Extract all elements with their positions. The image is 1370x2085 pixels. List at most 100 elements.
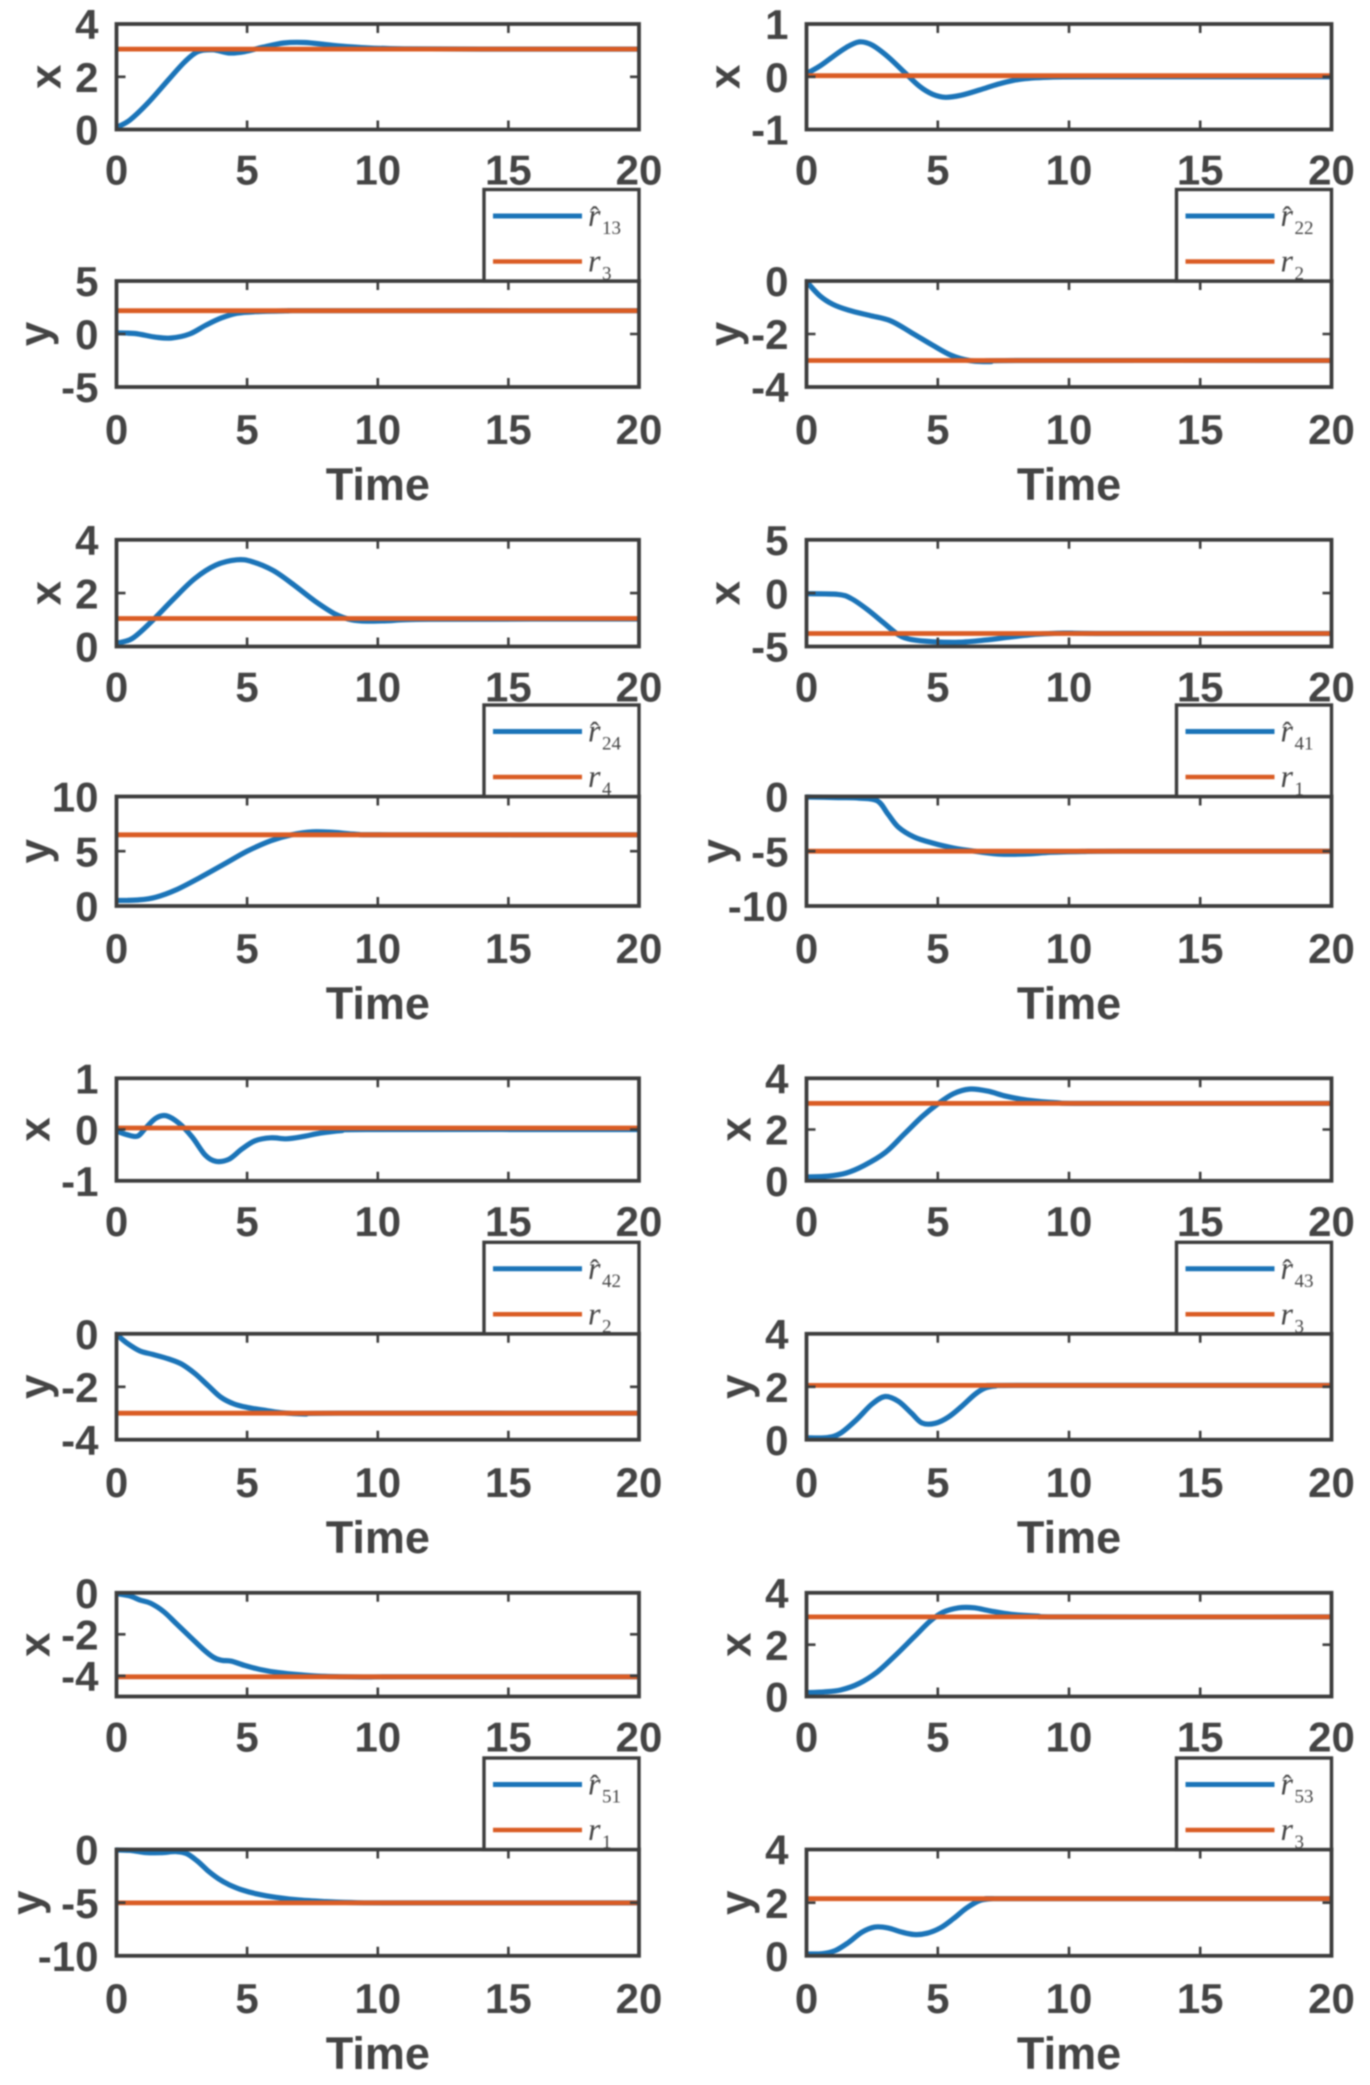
svg-text:10: 10 xyxy=(1046,147,1093,194)
svg-text:0: 0 xyxy=(75,883,98,930)
svg-text:y: y xyxy=(700,321,749,346)
svg-text:0: 0 xyxy=(105,664,128,711)
svg-text:10: 10 xyxy=(354,1459,401,1506)
svg-text:ˆ: ˆ xyxy=(1283,1771,1293,1802)
svg-text:y: y xyxy=(711,1890,760,1915)
svg-text:3: 3 xyxy=(1295,1316,1305,1337)
svg-text:r: r xyxy=(1281,713,1294,749)
svg-text:-5: -5 xyxy=(61,364,98,411)
svg-text:y: y xyxy=(10,321,59,346)
svg-text:10: 10 xyxy=(1046,1198,1093,1245)
svg-text:x: x xyxy=(700,64,749,89)
svg-text:43: 43 xyxy=(1295,1271,1314,1292)
svg-text:20: 20 xyxy=(616,664,663,711)
svg-text:-4: -4 xyxy=(751,364,789,411)
svg-text:10: 10 xyxy=(1046,1975,1093,2022)
svg-text:0: 0 xyxy=(75,1827,98,1874)
svg-text:20: 20 xyxy=(1308,1459,1355,1506)
svg-text:0: 0 xyxy=(765,1674,788,1721)
svg-text:0: 0 xyxy=(105,406,128,453)
svg-text:1: 1 xyxy=(75,1055,98,1102)
svg-text:5: 5 xyxy=(235,1714,258,1761)
svg-text:Time: Time xyxy=(1017,1512,1121,1563)
svg-text:Time: Time xyxy=(326,978,430,1029)
svg-text:0: 0 xyxy=(105,1459,128,1506)
svg-text:x: x xyxy=(10,1632,59,1657)
svg-text:15: 15 xyxy=(485,1714,532,1761)
svg-text:-10: -10 xyxy=(38,1933,99,1980)
svg-text:0: 0 xyxy=(795,1198,818,1245)
svg-text:0: 0 xyxy=(105,1714,128,1761)
svg-text:4: 4 xyxy=(765,1570,789,1617)
svg-text:15: 15 xyxy=(1177,1714,1224,1761)
svg-text:2: 2 xyxy=(765,1107,788,1154)
svg-text:15: 15 xyxy=(1177,1975,1224,2022)
svg-text:22: 22 xyxy=(1295,218,1314,239)
svg-text:Time: Time xyxy=(1017,978,1121,1029)
svg-text:0: 0 xyxy=(765,1933,788,1980)
svg-text:5: 5 xyxy=(235,1198,258,1245)
svg-text:0: 0 xyxy=(795,664,818,711)
svg-text:5: 5 xyxy=(926,406,949,453)
svg-text:r: r xyxy=(588,758,601,794)
svg-text:Time: Time xyxy=(1017,2028,1121,2079)
svg-text:r: r xyxy=(1281,197,1294,233)
svg-text:5: 5 xyxy=(235,664,258,711)
svg-text:20: 20 xyxy=(1308,1198,1355,1245)
svg-text:0: 0 xyxy=(75,1107,98,1154)
svg-text:x: x xyxy=(700,580,749,605)
svg-text:10: 10 xyxy=(52,774,99,821)
svg-text:15: 15 xyxy=(485,1198,532,1245)
svg-text:ˆ: ˆ xyxy=(590,202,600,233)
svg-text:4: 4 xyxy=(75,517,99,564)
svg-text:-4: -4 xyxy=(61,1653,99,1700)
svg-text:r: r xyxy=(1281,1250,1294,1286)
svg-text:0: 0 xyxy=(765,774,788,821)
svg-text:r: r xyxy=(588,243,601,279)
svg-text:0: 0 xyxy=(795,147,818,194)
svg-text:20: 20 xyxy=(616,925,663,972)
svg-text:15: 15 xyxy=(485,664,532,711)
svg-text:r: r xyxy=(1281,1295,1294,1331)
svg-text:y: y xyxy=(2,1890,51,1915)
svg-text:15: 15 xyxy=(1177,406,1224,453)
svg-text:1: 1 xyxy=(765,1,788,48)
svg-text:15: 15 xyxy=(485,925,532,972)
svg-text:15: 15 xyxy=(1177,664,1224,711)
svg-text:10: 10 xyxy=(354,925,401,972)
svg-text:-5: -5 xyxy=(751,828,788,875)
svg-text:-1: -1 xyxy=(751,107,788,154)
svg-text:51: 51 xyxy=(602,1787,621,1808)
svg-text:Time: Time xyxy=(326,459,430,510)
svg-text:5: 5 xyxy=(235,1975,258,2022)
svg-text:4: 4 xyxy=(765,1311,789,1358)
svg-text:4: 4 xyxy=(765,1827,789,1874)
svg-text:13: 13 xyxy=(602,218,621,239)
svg-text:r: r xyxy=(1281,1811,1294,1847)
svg-text:5: 5 xyxy=(926,664,949,711)
svg-text:20: 20 xyxy=(1308,147,1355,194)
svg-text:5: 5 xyxy=(235,406,258,453)
svg-text:2: 2 xyxy=(765,1622,788,1669)
svg-text:10: 10 xyxy=(354,1714,401,1761)
svg-text:20: 20 xyxy=(616,147,663,194)
svg-text:5: 5 xyxy=(926,1714,949,1761)
svg-text:x: x xyxy=(21,580,70,605)
svg-text:20: 20 xyxy=(616,1975,663,2022)
svg-text:3: 3 xyxy=(602,264,612,285)
svg-text:0: 0 xyxy=(105,1975,128,2022)
svg-text:-2: -2 xyxy=(61,1364,98,1411)
svg-text:0: 0 xyxy=(795,1975,818,2022)
svg-text:0: 0 xyxy=(795,925,818,972)
svg-text:0: 0 xyxy=(75,1311,98,1358)
svg-text:Time: Time xyxy=(1017,459,1121,510)
svg-text:-2: -2 xyxy=(751,311,788,358)
svg-text:5: 5 xyxy=(926,925,949,972)
svg-text:ˆ: ˆ xyxy=(590,718,600,749)
svg-text:41: 41 xyxy=(1295,734,1314,755)
svg-text:0: 0 xyxy=(75,107,98,154)
svg-text:15: 15 xyxy=(1177,1198,1224,1245)
svg-text:r: r xyxy=(588,1766,601,1802)
svg-text:ˆ: ˆ xyxy=(1283,202,1293,233)
svg-text:-2: -2 xyxy=(61,1611,98,1658)
